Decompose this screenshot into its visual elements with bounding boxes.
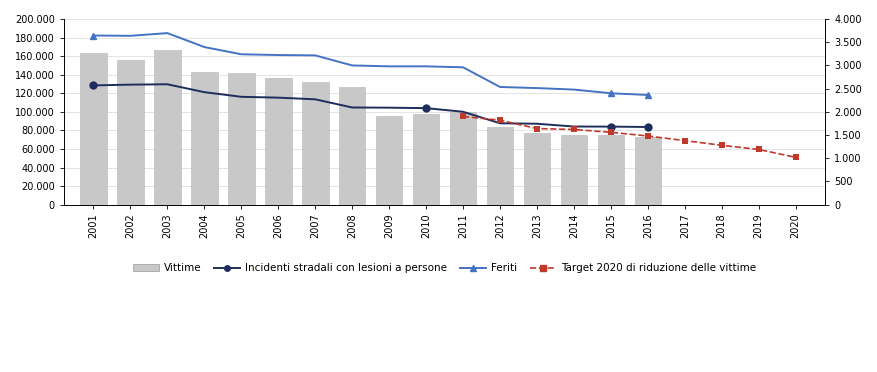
- Bar: [597, 135, 624, 205]
- Legend: Vittime, Incidenti stradali con lesioni a persone, Feriti, Target 2020 di riduzi: Vittime, Incidenti stradali con lesioni …: [129, 259, 760, 278]
- Bar: [339, 87, 366, 205]
- Bar: [376, 116, 403, 205]
- Bar: [302, 83, 329, 205]
- Bar: [80, 53, 107, 205]
- Bar: [191, 71, 217, 205]
- Bar: [265, 78, 291, 205]
- Bar: [228, 73, 254, 205]
- Bar: [118, 60, 144, 205]
- Bar: [635, 138, 661, 205]
- Bar: [154, 50, 181, 205]
- Bar: [524, 133, 550, 205]
- Bar: [560, 135, 588, 205]
- Bar: [487, 126, 513, 205]
- Bar: [413, 114, 439, 205]
- Bar: [450, 112, 476, 205]
